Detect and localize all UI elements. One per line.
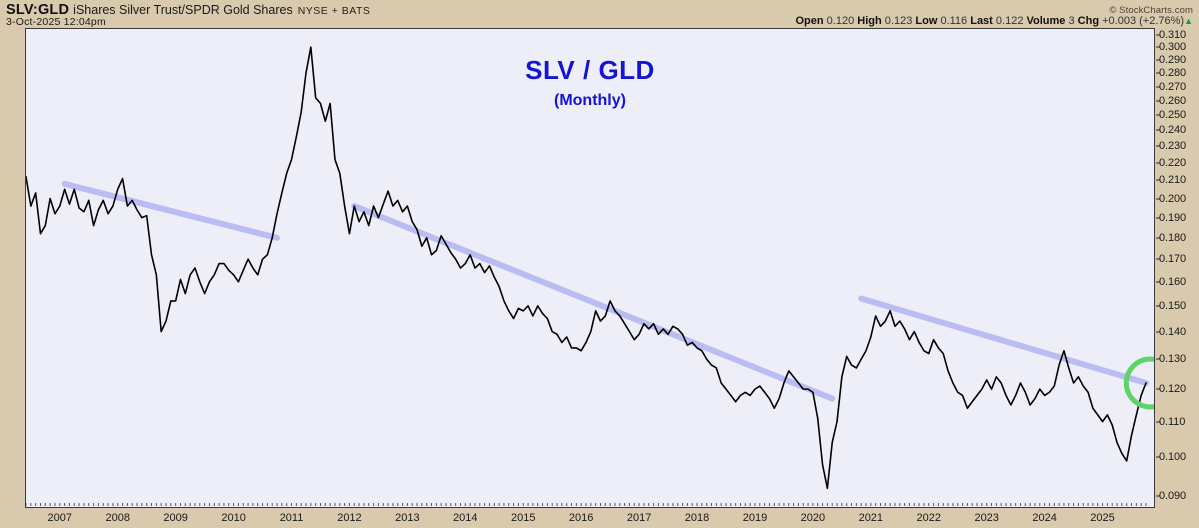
x-axis: 2007 2008 2009 2010 2011 2012 2013 2014 2015 2016… [25,509,1155,528]
y-axis-tick [1156,145,1160,147]
x-axis-label: 2023 [974,512,999,524]
quote-volume-value: 3 [1068,15,1075,27]
chart-canvas [26,46,1154,506]
quote-volume-label: Volume [1026,15,1066,27]
y-axis-label: 0.240 [1159,124,1187,137]
y-axis-tick [1156,258,1160,260]
y-axis-label: 0.220 [1159,156,1187,169]
y-axis-label: 0.090 [1159,490,1187,503]
x-axis-label: 2007 [47,512,73,524]
x-axis-label: 2020 [800,512,826,524]
change-up-arrow-icon: ▲ [1184,16,1193,26]
x-axis-label: 2019 [742,512,768,524]
x-axis-label: 2011 [279,512,304,524]
y-axis-tick [1156,179,1160,181]
y-axis-label: 0.230 [1159,140,1187,153]
price-chart-plot-area[interactable] [25,28,1155,508]
x-axis-label: 2009 [163,512,188,524]
quote-last-value: 0.122 [995,15,1024,27]
x-axis-label: 2018 [684,512,710,524]
x-axis-label: 2022 [916,512,941,524]
y-axis-tick [1156,237,1160,239]
y-axis-tick [1156,305,1160,307]
quote-bar: Open 0.120 High 0.123 Low 0.116 Last 0.1… [795,15,1193,27]
y-axis: 0.310 0.300 0.290 0.280 0.270 0.260 0.250 0.240… [1156,28,1199,508]
y-axis-label: 0.140 [1159,325,1187,338]
y-axis-label: 0.190 [1159,211,1187,224]
y-axis-label: 0.210 [1159,174,1187,187]
quote-low-label: Low [915,15,938,27]
breakout-highlight [1123,356,1154,410]
y-axis-tick [1156,281,1160,283]
y-axis-tick [1156,114,1160,116]
y-axis-label: 0.180 [1159,231,1187,244]
y-axis-tick [1156,100,1160,102]
quote-change-value: +0.003 (+2.76%) [1102,15,1185,27]
x-axis-label: 2014 [453,512,478,524]
quote-high-label: High [857,15,882,27]
y-axis-label: 0.260 [1159,94,1187,107]
y-axis-label: 0.120 [1159,383,1187,396]
quote-open-value: 0.120 [826,15,855,27]
y-axis-label: 0.310 [1159,28,1187,41]
y-axis-label: 0.160 [1159,275,1187,288]
y-axis-tick [1156,456,1160,458]
y-axis-tick [1156,72,1160,74]
x-axis-label: 2016 [568,512,594,524]
y-axis-tick [1156,421,1160,423]
y-axis-label: 0.170 [1159,253,1187,266]
x-axis-label: 2012 [337,512,362,524]
y-axis-tick [1156,129,1160,131]
quote-high-value: 0.123 [884,15,913,27]
y-axis-label: 0.100 [1159,451,1187,464]
y-axis-tick [1156,59,1160,61]
x-axis-label: 2025 [1090,512,1115,524]
price-line [26,46,1147,490]
quote-open-label: Open [795,15,824,27]
downtrend-2021-2025 [858,295,1149,386]
y-axis-label: 0.200 [1159,192,1187,205]
exchange-label: NYSE + BATS [297,5,371,17]
y-axis-tick [1156,388,1160,390]
quote-low-value: 0.116 [940,15,968,27]
quote-change-label: Chg [1077,15,1100,27]
x-axis-label: 2013 [395,512,420,524]
month-ticks [26,503,1147,506]
quote-last-label: Last [970,15,993,27]
y-axis-tick [1156,495,1160,497]
x-axis-label: 2015 [510,512,536,524]
y-axis-tick [1156,34,1160,36]
y-axis-tick [1156,358,1160,360]
y-axis-tick [1156,331,1160,333]
x-axis-label: 2008 [105,512,130,524]
y-axis-tick [1156,198,1160,199]
y-axis-label: 0.130 [1159,353,1187,366]
copyright-label: © StockCharts.com [1109,5,1193,16]
chart-header: SLV:GLD iShares Silver Trust/SPDR Gold Sh… [0,0,1199,28]
symbol-description: iShares Silver Trust/SPDR Gold Shares [73,3,293,17]
y-axis-label: 0.250 [1159,109,1187,122]
y-axis-label: 0.300 [1159,41,1187,54]
y-axis-label: 0.110 [1159,415,1186,428]
y-axis-label: 0.270 [1159,80,1187,93]
y-axis-tick [1156,162,1160,164]
symbol-block: SLV:GLD iShares Silver Trust/SPDR Gold Sh… [6,1,370,19]
x-axis-label: 2021 [858,512,884,524]
y-axis-label: 0.150 [1159,299,1187,312]
chart-timestamp: 3-Oct-2025 12:04pm [6,16,106,28]
x-axis-label: 2010 [221,512,246,524]
y-axis-tick [1156,217,1160,219]
downtrend-2007-2010 [61,180,281,241]
symbol-ticker[interactable]: SLV:GLD [6,2,70,18]
x-axis-label: 2024 [1032,512,1057,524]
y-axis-label: 0.280 [1159,66,1187,79]
y-axis-tick [1156,86,1160,88]
downtrend-2012-2019 [351,203,836,402]
x-axis-label: 2017 [626,512,652,524]
y-axis-tick [1156,46,1160,48]
y-axis-label: 0.290 [1159,53,1187,66]
